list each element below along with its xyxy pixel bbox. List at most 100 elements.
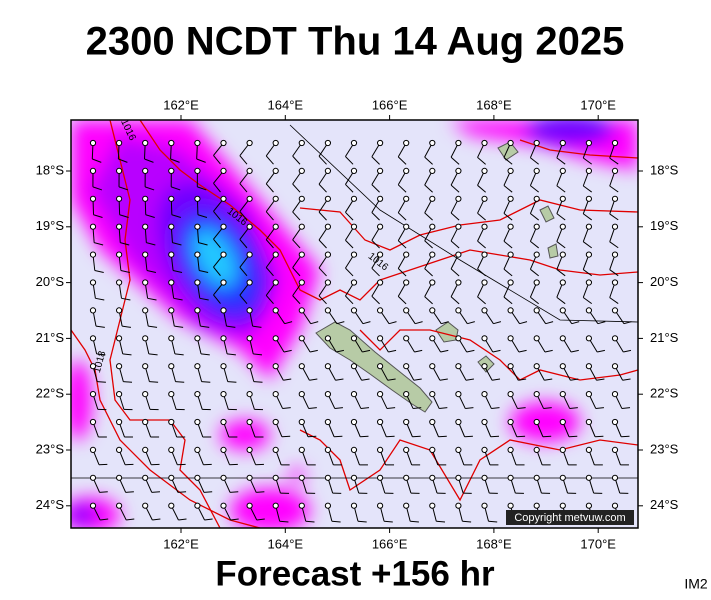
barb-station <box>455 502 462 509</box>
lon-label: 166°E <box>372 97 408 112</box>
barb-station <box>585 167 593 174</box>
barb-station <box>220 446 227 453</box>
barb-flag <box>582 213 593 221</box>
barb-station <box>481 223 488 230</box>
barb-flag <box>622 378 631 381</box>
barb-flag <box>530 296 539 305</box>
barb-station <box>168 279 175 286</box>
barb-station <box>481 167 488 174</box>
barb-flag <box>424 156 433 165</box>
barb-flag <box>336 349 344 353</box>
barb-station <box>220 139 227 147</box>
barb-flag <box>309 378 318 381</box>
barb-station <box>194 391 201 398</box>
barb-flag <box>556 185 566 193</box>
barb-station <box>507 502 514 509</box>
barb-station <box>350 195 358 202</box>
barb-flag <box>118 158 128 163</box>
land <box>315 141 559 413</box>
barb-flag <box>97 381 106 383</box>
barb-station <box>350 167 358 174</box>
barb-flag <box>292 295 301 305</box>
barb-station <box>403 251 410 258</box>
lon-label: 168°E <box>476 536 512 551</box>
barb-flag <box>596 378 605 381</box>
barb-station <box>533 391 540 398</box>
barb-station <box>298 223 305 230</box>
barb-flag <box>213 183 221 193</box>
barb-station <box>455 251 462 258</box>
barb-flag <box>239 266 248 277</box>
barb-station <box>298 139 305 147</box>
barb-station <box>611 474 619 481</box>
barb-station <box>89 195 97 202</box>
barb-flag <box>388 321 397 325</box>
barb-flag <box>213 210 221 221</box>
barb-station <box>611 307 619 314</box>
lat-label: 18°S <box>650 162 679 177</box>
barb-flag <box>256 491 265 493</box>
barb-flag <box>517 407 526 410</box>
barb-flag <box>424 212 433 221</box>
barb-flag <box>283 378 292 381</box>
barb-station <box>429 223 436 230</box>
barb-station <box>89 418 97 426</box>
barb-flag <box>265 211 274 221</box>
barb-station <box>507 167 514 174</box>
barb-station <box>89 363 97 370</box>
lon-label: 164°E <box>268 97 304 112</box>
barb-flag <box>582 157 593 165</box>
barb-station <box>377 335 384 342</box>
barb-station <box>142 251 149 258</box>
barb-station <box>116 167 123 174</box>
barb-station <box>116 418 123 426</box>
barb-station <box>611 335 619 342</box>
barb-station <box>350 502 358 509</box>
barb-flag <box>450 184 460 193</box>
barb-station <box>246 335 253 342</box>
barb-flag <box>310 321 319 325</box>
barb-flag <box>477 240 486 249</box>
barb-station <box>559 251 566 258</box>
barb-station <box>89 335 97 342</box>
barb-flag <box>292 211 301 221</box>
barb-station <box>481 139 488 147</box>
barb-station <box>455 418 462 426</box>
barb-flag <box>171 186 181 191</box>
barb-flag <box>284 321 293 325</box>
copyright-box <box>506 510 634 525</box>
barb-station <box>403 279 410 286</box>
barb-station <box>403 391 410 398</box>
barb-station <box>533 223 540 230</box>
lat-label: 23°S <box>650 441 679 456</box>
barb-station <box>272 167 279 174</box>
barb-station <box>350 307 358 314</box>
lat-label: 24°S <box>36 497 65 512</box>
barb-flag <box>440 349 449 353</box>
barb-flag <box>345 239 354 249</box>
lat-label: 21°S <box>650 330 679 345</box>
barb-station <box>350 363 358 370</box>
barb-station <box>507 391 514 398</box>
barb-station <box>272 502 279 509</box>
barb-station <box>324 251 331 258</box>
barb-station <box>89 391 97 398</box>
barb-flag <box>595 407 604 410</box>
barb-station <box>533 502 540 509</box>
barb-flag <box>253 381 263 383</box>
barb-station <box>246 391 253 398</box>
barb-flag <box>530 268 539 277</box>
barb-station <box>298 474 305 481</box>
barb-station <box>89 279 97 286</box>
barb-station <box>611 502 619 509</box>
barb-station <box>481 279 488 286</box>
lat-label: 24°S <box>650 497 679 512</box>
barb-flag <box>335 378 344 381</box>
barb-flag <box>543 407 552 410</box>
barb-flag <box>227 381 237 383</box>
barb-station <box>559 223 566 230</box>
barb-station <box>142 279 149 286</box>
barb-station <box>507 335 514 342</box>
barb-flag <box>95 297 105 301</box>
barb-station <box>194 139 201 147</box>
